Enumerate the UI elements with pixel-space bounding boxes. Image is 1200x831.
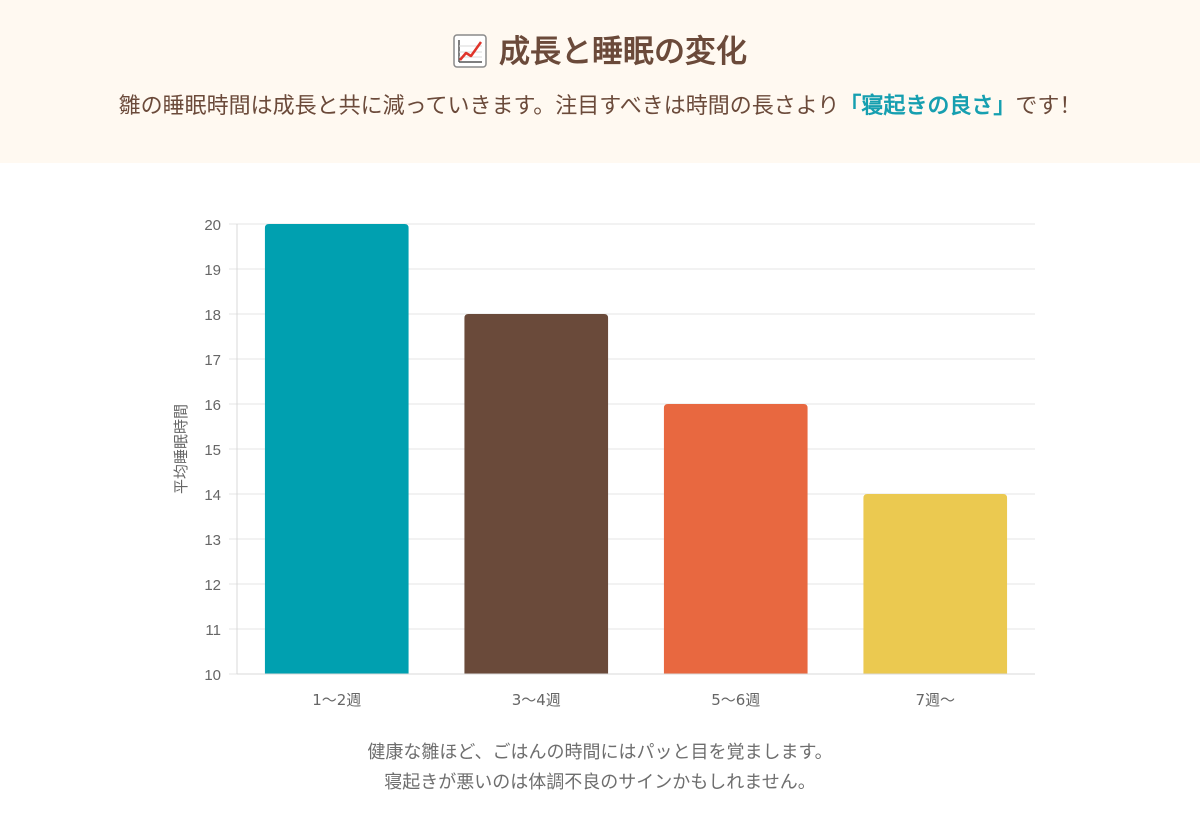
bars <box>264 224 1008 674</box>
y-tick-label: 17 <box>204 352 221 369</box>
sleep-chart: 10 11 12 13 14 15 16 17 18 19 20 1〜2週 3〜4週 5〜6週 7週〜 平均睡… <box>172 217 1035 709</box>
y-tick-label: 19 <box>204 262 221 279</box>
header-banner: 成長と睡眠の変化 雛の睡眠時間は成長と共に減っていきます。注目すべきは時間の長さ… <box>0 0 1200 163</box>
subtitle-highlight: 「寝起きの良さ」 <box>839 94 1016 119</box>
x-tick-label: 5〜6週 <box>711 691 760 709</box>
caption-line-1: 健康な雛ほど、ごはんの時間にはパッと目を覚まします。 <box>367 742 833 763</box>
y-tick-label: 20 <box>204 217 221 234</box>
subtitle-ending: です！ <box>1015 94 1082 119</box>
y-tick-label: 13 <box>204 532 221 549</box>
bar <box>464 314 609 674</box>
x-tick-label: 7週〜 <box>915 691 955 709</box>
y-tick-label: 10 <box>204 667 221 684</box>
page-title: 成長と睡眠の変化 <box>0 28 1200 76</box>
page-subtitle: 雛の睡眠時間は成長と共に減っていきます。注目すべきは時間の長さより「寝起きの良さ… <box>0 90 1200 124</box>
x-tick-label: 3〜4週 <box>512 691 561 709</box>
y-tick-label: 15 <box>204 442 221 459</box>
y-tick-label: 18 <box>204 307 221 324</box>
axis-labels: 10 11 12 13 14 15 16 17 18 19 20 1〜2週 3〜4週 5〜6週 7週〜 平均睡… <box>172 217 955 709</box>
bar <box>264 224 409 674</box>
chart-caption: 健康な雛ほど、ごはんの時間にはパッと目を覚まします。 寝起きが悪いのは体調不良の… <box>0 738 1200 798</box>
y-tick-label: 16 <box>204 397 221 414</box>
page-title-text: 成長と睡眠の変化 <box>499 34 747 70</box>
axes <box>236 224 1035 675</box>
caption-line-2: 寝起きが悪いのは体調不良のサインかもしれません。 <box>384 772 816 793</box>
y-axis-title: 平均睡眠時間 <box>172 404 190 494</box>
bar <box>863 494 1008 674</box>
y-tick-label: 11 <box>205 622 221 639</box>
y-tick-label: 12 <box>204 577 221 594</box>
bar <box>663 404 808 674</box>
y-tick-label: 14 <box>204 487 221 504</box>
chart-increasing-icon <box>453 34 487 68</box>
x-tick-label: 1〜2週 <box>312 691 361 709</box>
subtitle-text: 雛の睡眠時間は成長と共に減っていきます。注目すべきは時間の長さより <box>118 94 840 119</box>
